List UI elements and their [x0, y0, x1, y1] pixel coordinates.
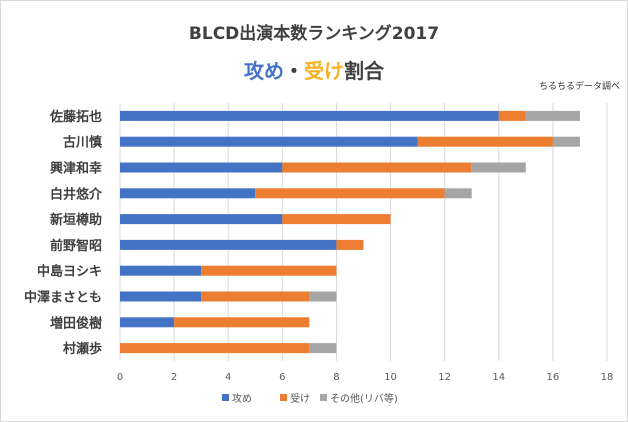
category-label: 増田俊樹 — [50, 315, 102, 331]
bar-その他(リバ等) — [309, 291, 337, 302]
bar-受け — [174, 317, 310, 328]
x-tick-label: 12 — [438, 372, 451, 383]
bar-受け — [255, 188, 445, 199]
bar-その他(リバ等) — [471, 162, 526, 173]
bar-その他(リバ等) — [552, 136, 580, 147]
legend-label: 攻め — [232, 392, 252, 405]
category-label: 中澤まさとも — [24, 290, 102, 306]
chart-subtitle: 攻め・受け割合 — [0, 55, 628, 84]
bar-受け — [417, 136, 553, 147]
x-tick-label: 4 — [225, 372, 231, 383]
legend-label: その他(リバ等) — [330, 392, 398, 405]
subtitle-attack: 攻め — [244, 59, 284, 83]
bar-受け — [201, 291, 310, 302]
legend-swatch — [222, 394, 229, 401]
category-label: 興津和幸 — [50, 161, 102, 177]
category-label: 古川慎 — [63, 135, 102, 151]
bar-攻め — [120, 188, 256, 199]
x-tick-label: 14 — [492, 372, 505, 383]
source-note: ちるちるデータ調べ — [538, 82, 620, 92]
x-tick-label: 16 — [547, 372, 560, 383]
bar-受け — [201, 265, 337, 276]
category-label: 新垣樽助 — [50, 212, 102, 228]
bar-攻め — [120, 136, 418, 147]
bar-攻め — [120, 214, 283, 225]
category-label: 佐藤拓也 — [49, 109, 102, 125]
x-tick-label: 0 — [117, 372, 123, 383]
subtitle-receive: 受け — [304, 59, 344, 83]
subtitle-separator: ・ — [284, 59, 304, 83]
subtitle-ratio: 割合 — [344, 59, 384, 83]
legend-swatch — [280, 394, 287, 401]
bar-攻め — [120, 291, 202, 302]
category-label: 村瀬歩 — [63, 341, 102, 357]
x-tick-label: 18 — [601, 372, 614, 383]
legend-label: 受け — [290, 393, 310, 405]
bar-受け — [336, 239, 364, 250]
bar-攻め — [120, 265, 202, 276]
bar-受け — [498, 110, 526, 121]
legend-swatch — [320, 394, 327, 401]
x-tick-label: 6 — [279, 372, 285, 383]
bar-攻め — [120, 317, 175, 328]
bar-受け — [282, 162, 472, 173]
bar-受け — [120, 343, 310, 354]
category-label: 前野智昭 — [50, 238, 102, 254]
bar-攻め — [120, 110, 499, 121]
bar-攻め — [120, 162, 283, 173]
bar-その他(リバ等) — [525, 110, 580, 121]
bar-受け — [282, 214, 391, 225]
bar-その他(リバ等) — [444, 188, 472, 199]
chart-title: BLCD出演本数ランキング2017 — [188, 24, 440, 44]
x-tick-label: 2 — [171, 372, 177, 383]
bar-攻め — [120, 239, 337, 250]
x-tick-label: 8 — [333, 372, 339, 383]
category-label: 白井悠介 — [50, 186, 103, 202]
x-tick-label: 10 — [384, 372, 397, 383]
category-label: 中島ヨシキ — [37, 264, 102, 280]
bar-その他(リバ等) — [309, 343, 337, 354]
